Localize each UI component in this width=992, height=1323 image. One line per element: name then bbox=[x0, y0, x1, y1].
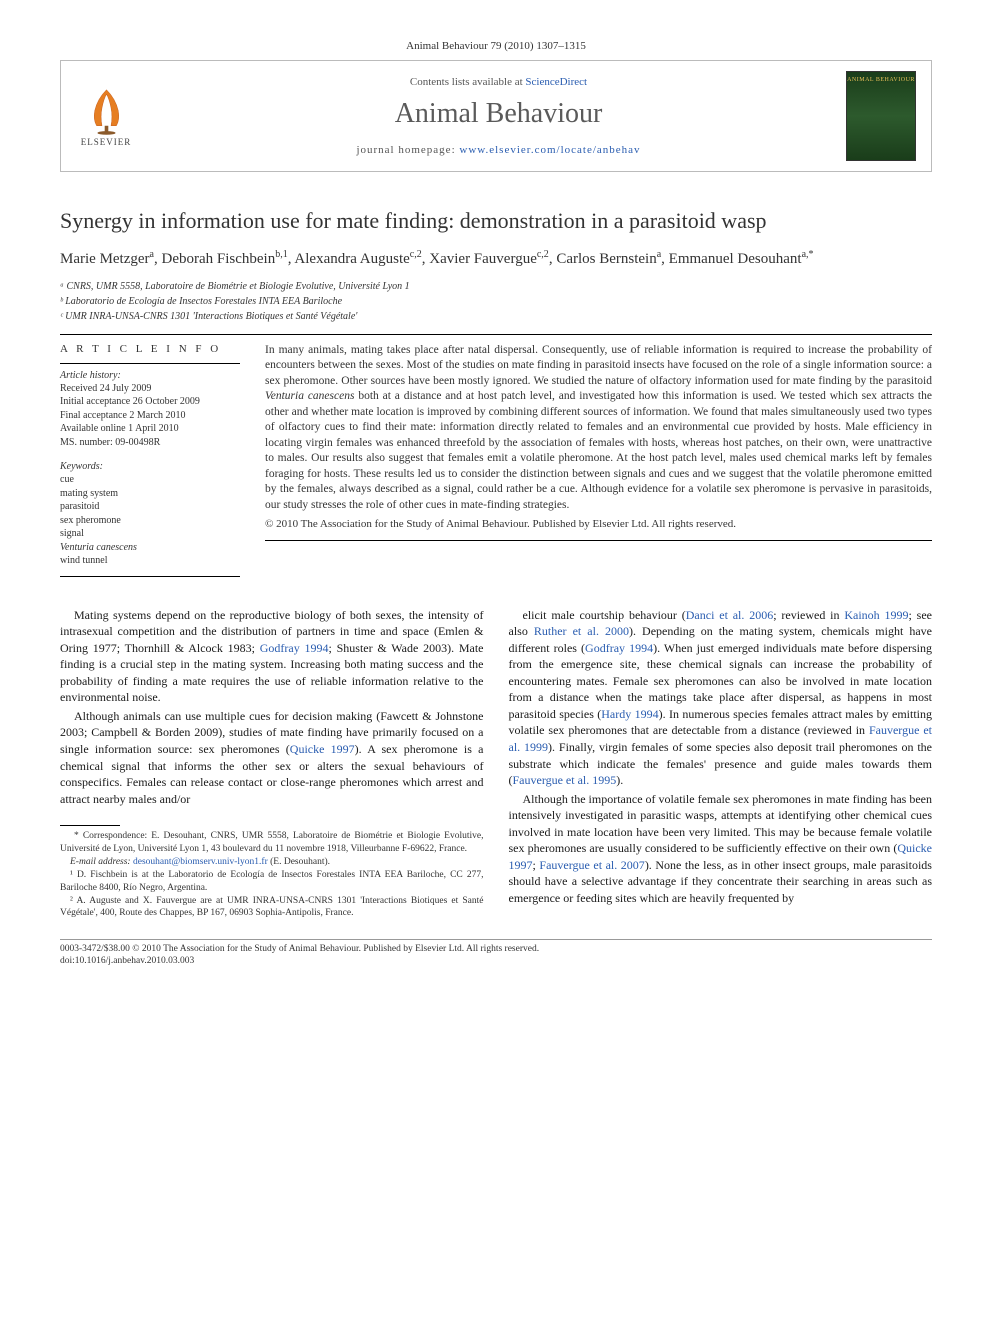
article-info: A R T I C L E I N F O Article history: R… bbox=[60, 343, 240, 577]
affiliations: ᵃ CNRS, UMR 5558, Laboratoire de Biométr… bbox=[60, 280, 932, 324]
body-columns: Mating systems depend on the reproductiv… bbox=[60, 607, 932, 921]
abstract: In many animals, mating takes place afte… bbox=[265, 343, 932, 577]
affiliation-a: ᵃ CNRS, UMR 5558, Laboratoire de Biométr… bbox=[60, 280, 932, 294]
header-citation: Animal Behaviour 79 (2010) 1307–1315 bbox=[60, 40, 932, 52]
info-divider-2 bbox=[60, 576, 240, 577]
history-online: Available online 1 April 2010 bbox=[60, 422, 240, 436]
keyword-1: mating system bbox=[60, 487, 240, 501]
abstract-copyright: © 2010 The Association for the Study of … bbox=[265, 517, 932, 532]
right-column: elicit male courtship behaviour (Danci e… bbox=[509, 607, 933, 921]
contents-prefix: Contents lists available at bbox=[410, 76, 525, 88]
sciencedirect-link[interactable]: ScienceDirect bbox=[525, 76, 587, 88]
contents-line: Contents lists available at ScienceDirec… bbox=[151, 76, 846, 88]
history-received: Received 24 July 2009 bbox=[60, 382, 240, 396]
keyword-0: cue bbox=[60, 473, 240, 487]
body-right-p2: Although the importance of volatile fema… bbox=[509, 791, 933, 907]
journal-name: Animal Behaviour bbox=[151, 98, 846, 130]
article-history-head: Article history: bbox=[60, 370, 240, 381]
article-title: Synergy in information use for mate find… bbox=[60, 207, 932, 236]
article-info-heading: A R T I C L E I N F O bbox=[60, 343, 240, 355]
keyword-5: Venturia canescens bbox=[60, 541, 240, 555]
journal-homepage: journal homepage: www.elsevier.com/locat… bbox=[151, 144, 846, 156]
keyword-3: sex pheromone bbox=[60, 514, 240, 528]
abstract-divider bbox=[265, 540, 932, 541]
footnotes: * Correspondence: E. Desouhant, CNRS, UM… bbox=[60, 830, 484, 919]
homepage-link[interactable]: www.elsevier.com/locate/anbehav bbox=[459, 144, 640, 156]
cover-title: ANIMAL BEHAVIOUR bbox=[847, 77, 915, 83]
footnote-2: ² A. Auguste and X. Fauvergue are at UMR… bbox=[60, 895, 484, 920]
history-initial: Initial acceptance 26 October 2009 bbox=[60, 395, 240, 409]
elsevier-logo: ELSEVIER bbox=[76, 81, 136, 151]
keyword-2: parasitoid bbox=[60, 500, 240, 514]
keywords-head: Keywords: bbox=[60, 461, 240, 472]
history-ms: MS. number: 09-00498R bbox=[60, 436, 240, 450]
info-divider-1 bbox=[60, 363, 240, 364]
keyword-6: wind tunnel bbox=[60, 554, 240, 568]
authors: Marie Metzgera, Deborah Fischbeinb,1, Al… bbox=[60, 248, 932, 270]
journal-cover-thumb: ANIMAL BEHAVIOUR bbox=[846, 71, 916, 161]
body-left-p2: Although animals can use multiple cues f… bbox=[60, 708, 484, 807]
elsevier-tree-icon bbox=[84, 85, 129, 135]
footnote-corr: * Correspondence: E. Desouhant, CNRS, UM… bbox=[60, 830, 484, 855]
abstract-text: In many animals, mating takes place afte… bbox=[265, 343, 932, 514]
left-column: Mating systems depend on the reproductiv… bbox=[60, 607, 484, 921]
header-box: ELSEVIER Contents lists available at Sci… bbox=[60, 60, 932, 172]
affiliation-b: ᵇ Laboratorio de Ecología de Insectos Fo… bbox=[60, 295, 932, 309]
divider-top bbox=[60, 334, 932, 335]
body-right-p1: elicit male courtship behaviour (Danci e… bbox=[509, 607, 933, 789]
history-final: Final acceptance 2 March 2010 bbox=[60, 409, 240, 423]
footnote-email: E-mail address: desouhant@biomserv.univ-… bbox=[60, 856, 484, 868]
footnote-1: ¹ D. Fischbein is at the Laboratorio de … bbox=[60, 869, 484, 894]
affiliation-c: ᶜ UMR INRA-UNSA-CNRS 1301 'Interactions … bbox=[60, 310, 932, 324]
doi-block: 0003-3472/$38.00 © 2010 The Association … bbox=[60, 939, 932, 968]
doi-copyright: 0003-3472/$38.00 © 2010 The Association … bbox=[60, 943, 932, 955]
homepage-prefix: journal homepage: bbox=[356, 144, 459, 156]
publisher-label: ELSEVIER bbox=[81, 137, 132, 147]
footnotes-rule bbox=[60, 825, 120, 826]
doi-id: doi:10.1016/j.anbehav.2010.03.003 bbox=[60, 955, 932, 967]
keyword-4: signal bbox=[60, 527, 240, 541]
body-left-p1: Mating systems depend on the reproductiv… bbox=[60, 607, 484, 706]
